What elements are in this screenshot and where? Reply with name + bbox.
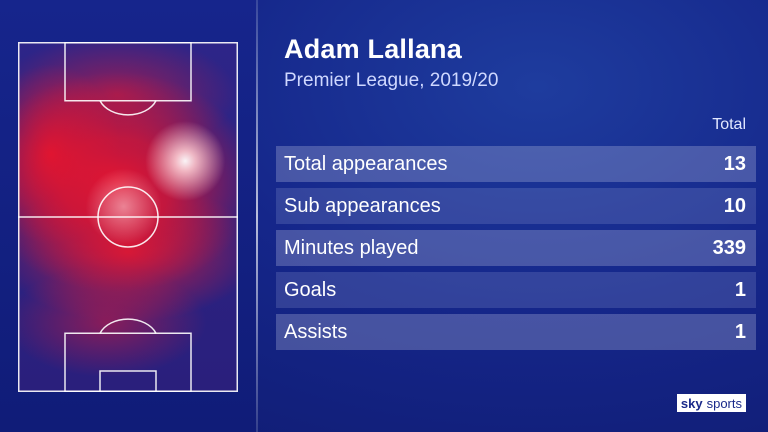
stat-row-minutes-played: Minutes played 339 <box>276 230 756 266</box>
stats-table: Total appearances 13 Sub appearances 10 … <box>276 146 756 356</box>
competition-season: Premier League, 2019/20 <box>284 70 499 91</box>
top-penalty-arc <box>99 100 157 116</box>
bottom-penalty-box <box>64 332 192 392</box>
stat-label: Sub appearances <box>284 194 441 217</box>
bottom-penalty-arc <box>99 318 157 334</box>
stat-value: 339 <box>712 236 746 259</box>
stat-label: Assists <box>284 320 348 343</box>
stat-value: 1 <box>734 278 746 301</box>
pitch-markings <box>18 42 238 392</box>
stat-label: Minutes played <box>284 236 419 259</box>
centre-circle <box>97 186 159 248</box>
stat-label: Total appearances <box>284 152 448 175</box>
total-column-header: Total <box>712 116 746 133</box>
panel-divider <box>256 0 258 432</box>
top-penalty-box <box>64 42 192 102</box>
logo-sky-text: sky <box>676 394 707 412</box>
stat-row-goals: Goals 1 <box>276 272 756 308</box>
stat-row-sub-appearances: Sub appearances 10 <box>276 188 756 224</box>
stat-row-total-appearances: Total appearances 13 <box>276 146 756 182</box>
sky-sports-logo: sky sports <box>676 394 746 412</box>
stat-row-assists: Assists 1 <box>276 314 756 350</box>
stat-value: 10 <box>723 194 746 217</box>
bottom-goal-area <box>99 370 157 392</box>
logo-sports-text: sports <box>706 394 746 412</box>
pitch-panel <box>0 0 256 432</box>
stat-value: 1 <box>734 320 746 343</box>
stat-value: 13 <box>723 152 746 175</box>
heatmap-pitch <box>18 42 238 392</box>
player-name: Adam Lallana <box>284 34 462 64</box>
stat-label: Goals <box>284 278 337 301</box>
